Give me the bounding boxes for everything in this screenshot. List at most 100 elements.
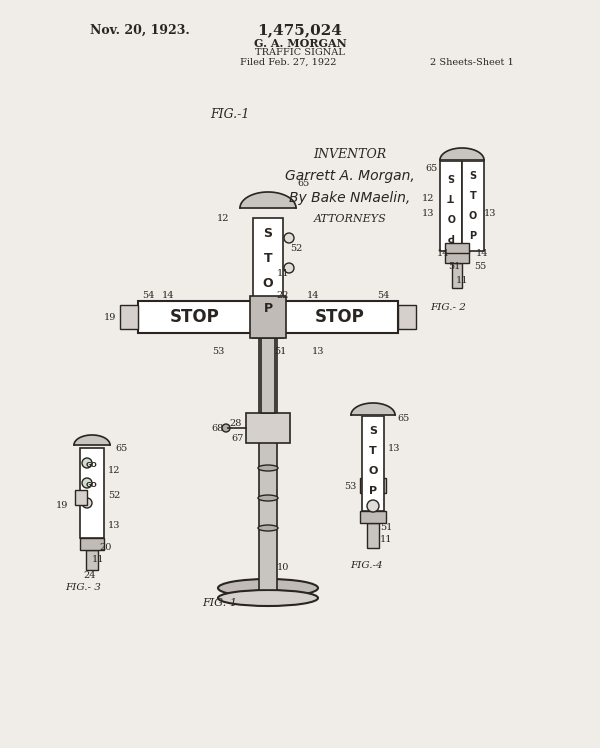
Bar <box>462 161 484 251</box>
Text: 1,475,024: 1,475,024 <box>257 23 343 37</box>
Bar <box>398 305 416 329</box>
Text: 65: 65 <box>398 414 410 423</box>
Text: 68: 68 <box>212 423 224 432</box>
Bar <box>360 511 386 523</box>
Text: Garrett A. Morgan,: Garrett A. Morgan, <box>285 169 415 183</box>
Text: S: S <box>263 227 272 239</box>
Text: P: P <box>469 231 476 241</box>
Text: 24: 24 <box>84 571 96 580</box>
Text: Nov. 20, 1923.: Nov. 20, 1923. <box>90 23 190 37</box>
Bar <box>253 218 283 338</box>
Text: O: O <box>447 211 455 221</box>
Bar <box>362 416 384 511</box>
Bar <box>120 305 138 329</box>
Text: 55: 55 <box>474 262 486 271</box>
Bar <box>283 301 398 333</box>
Text: 28: 28 <box>230 418 242 428</box>
Text: INVENTOR: INVENTOR <box>313 148 386 161</box>
Text: 51: 51 <box>274 346 286 355</box>
Text: 2 Sheets-Sheet 1: 2 Sheets-Sheet 1 <box>430 58 514 67</box>
Text: T: T <box>448 191 454 201</box>
Bar <box>440 161 462 251</box>
Text: FIG.-1: FIG.-1 <box>203 598 238 608</box>
Bar <box>138 301 253 333</box>
Bar <box>445 251 469 263</box>
Circle shape <box>82 478 92 488</box>
Ellipse shape <box>218 579 318 597</box>
Text: 13: 13 <box>422 209 434 218</box>
Text: 19: 19 <box>104 313 116 322</box>
Text: 12: 12 <box>217 213 229 222</box>
Text: G. A. MORGAN: G. A. MORGAN <box>254 37 346 49</box>
Bar <box>452 263 462 288</box>
Text: FIG.-1: FIG.-1 <box>211 108 250 121</box>
Polygon shape <box>351 403 395 415</box>
Text: GO: GO <box>86 462 98 468</box>
Circle shape <box>367 500 379 512</box>
Circle shape <box>82 498 92 508</box>
Text: TRAFFIC SIGNAL: TRAFFIC SIGNAL <box>255 48 345 57</box>
Circle shape <box>222 424 230 432</box>
Text: 51: 51 <box>448 262 460 271</box>
Text: 12: 12 <box>108 465 120 474</box>
Text: STOP: STOP <box>170 308 220 326</box>
Text: FIG.-4: FIG.-4 <box>350 561 383 570</box>
Text: Filed Feb. 27, 1922: Filed Feb. 27, 1922 <box>240 58 337 67</box>
Text: ATTORNEYS: ATTORNEYS <box>314 214 386 224</box>
Text: O: O <box>469 211 477 221</box>
Text: 10: 10 <box>277 563 289 572</box>
Ellipse shape <box>218 590 318 606</box>
Polygon shape <box>240 192 296 208</box>
Text: O: O <box>368 466 377 476</box>
Text: 51: 51 <box>380 524 392 533</box>
Text: S: S <box>369 426 377 436</box>
Text: GO: GO <box>86 482 98 488</box>
Text: 14: 14 <box>437 248 449 257</box>
Text: 14: 14 <box>307 290 319 299</box>
Polygon shape <box>74 435 110 445</box>
Bar <box>86 550 98 570</box>
Text: 14: 14 <box>162 290 174 299</box>
Text: 20: 20 <box>100 542 112 551</box>
Text: 11: 11 <box>456 275 468 284</box>
Text: 14: 14 <box>476 248 488 257</box>
Text: 54: 54 <box>377 290 389 299</box>
Polygon shape <box>440 148 484 160</box>
Text: FIG.- 2: FIG.- 2 <box>430 303 466 312</box>
Circle shape <box>284 233 294 243</box>
Text: 11: 11 <box>277 269 289 278</box>
Text: S: S <box>469 171 476 181</box>
Text: 12: 12 <box>422 194 434 203</box>
Text: P: P <box>369 486 377 496</box>
Text: 54: 54 <box>142 290 154 299</box>
Text: T: T <box>470 191 476 201</box>
Circle shape <box>284 263 294 273</box>
Text: 13: 13 <box>108 521 120 530</box>
Text: 11: 11 <box>92 556 104 565</box>
Text: 67: 67 <box>232 434 244 443</box>
Bar <box>80 448 104 538</box>
Text: 11: 11 <box>380 536 392 545</box>
Bar <box>80 538 104 550</box>
Text: 65: 65 <box>116 444 128 453</box>
Bar <box>250 296 286 338</box>
Text: P: P <box>263 301 272 314</box>
Text: 65: 65 <box>297 179 309 188</box>
Ellipse shape <box>258 525 278 531</box>
Text: STOP: STOP <box>315 308 365 326</box>
Text: 19: 19 <box>56 500 68 509</box>
Text: 22: 22 <box>277 290 289 299</box>
Text: 53: 53 <box>212 346 224 355</box>
Ellipse shape <box>258 465 278 471</box>
Bar <box>261 243 275 413</box>
Bar <box>259 310 277 590</box>
Text: 53: 53 <box>344 482 356 491</box>
Bar <box>367 523 379 548</box>
Text: By Bake NMaelin,: By Bake NMaelin, <box>289 191 410 205</box>
Text: T: T <box>369 446 377 456</box>
Text: 13: 13 <box>484 209 496 218</box>
Bar <box>445 243 469 253</box>
Text: O: O <box>263 277 274 289</box>
Circle shape <box>82 458 92 468</box>
Text: 65: 65 <box>426 164 438 173</box>
